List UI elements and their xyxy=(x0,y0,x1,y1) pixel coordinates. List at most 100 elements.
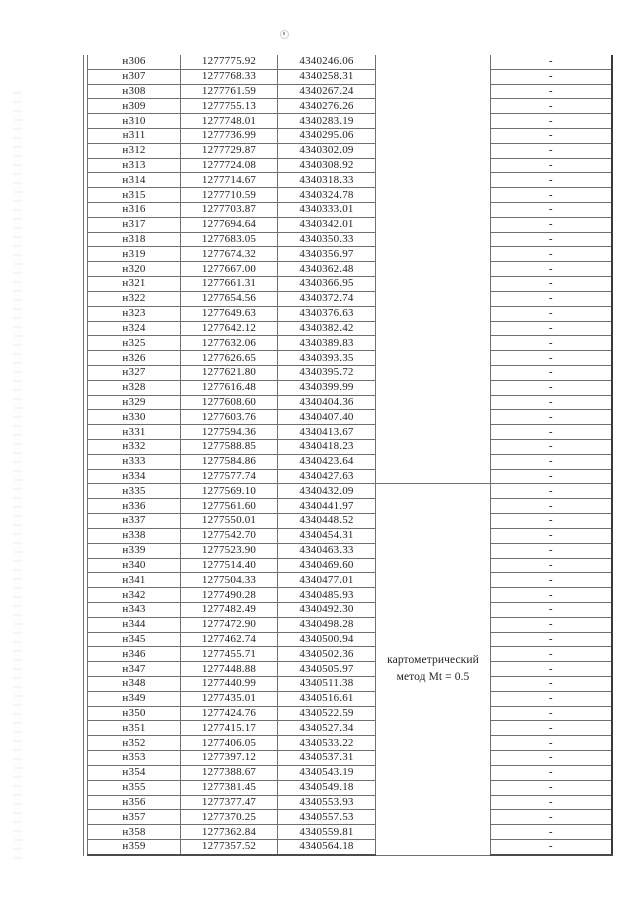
table-row: н326 1277626.65 4340393.35 - xyxy=(87,350,613,366)
point-number-cell: н317 xyxy=(87,216,181,233)
note-cell: - xyxy=(490,364,613,381)
x-coordinate-cell: 1277490.28 xyxy=(180,587,278,603)
table-row: н314 1277714.67 4340318.33 - xyxy=(87,172,613,189)
table-row: н306 1277775.92 4340246.06 - xyxy=(87,55,613,485)
y-coordinate-cell: 4340372.74 xyxy=(277,290,376,307)
note-cell: - xyxy=(490,572,613,589)
point-number-cell: н343 xyxy=(87,601,181,618)
x-coordinate-cell: 1277440.99 xyxy=(180,676,278,692)
note-cell: - xyxy=(490,794,613,811)
note-cell: - xyxy=(490,720,613,737)
table-row: н353 1277397.12 4340537.31 - xyxy=(87,750,613,766)
point-number-cell: н306 xyxy=(87,55,181,70)
x-coordinate-cell: 1277661.31 xyxy=(180,276,278,292)
x-coordinate-cell: 1277608.60 xyxy=(180,394,278,411)
point-number-cell: н308 xyxy=(87,83,181,100)
point-number-cell: н327 xyxy=(87,364,181,381)
note-cell: - xyxy=(490,157,613,174)
note-cell: - xyxy=(490,276,613,292)
table-row: н335 1277569.10 4340432.09 картометрический… xyxy=(87,483,613,856)
x-coordinate-cell: 1277714.67 xyxy=(180,172,278,189)
y-coordinate-cell: 4340559.81 xyxy=(277,824,376,840)
y-coordinate-cell: 4340283.19 xyxy=(277,113,376,129)
table-row: н333 1277584.86 4340423.64 - xyxy=(87,453,613,470)
y-coordinate-cell: 4340366.95 xyxy=(277,276,376,292)
table-row: н323 1277649.63 4340376.63 - xyxy=(87,305,613,322)
table-row: н351 1277415.17 4340527.34 - xyxy=(87,720,613,737)
point-number-cell: н322 xyxy=(87,290,181,307)
y-coordinate-cell: 4340511.38 xyxy=(277,676,376,692)
point-number-cell: н341 xyxy=(87,572,181,589)
point-number-cell: н330 xyxy=(87,409,181,426)
x-coordinate-cell: 1277523.90 xyxy=(180,542,278,559)
left-margin-scan-artifact xyxy=(13,92,22,860)
point-number-cell: н321 xyxy=(87,276,181,292)
note-cell: - xyxy=(490,216,613,233)
y-coordinate-cell: 4340356.97 xyxy=(277,246,376,263)
note-cell: - xyxy=(490,527,613,544)
x-coordinate-cell: 1277703.87 xyxy=(180,202,278,218)
x-coordinate-cell: 1277588.85 xyxy=(180,439,278,455)
note-cell: - xyxy=(490,809,613,826)
y-coordinate-cell: 4340454.31 xyxy=(277,527,376,544)
point-number-cell: н359 xyxy=(87,838,181,856)
point-number-cell: н310 xyxy=(87,113,181,129)
x-coordinate-cell: 1277584.86 xyxy=(180,453,278,470)
point-number-cell: н353 xyxy=(87,750,181,766)
note-cell: - xyxy=(490,424,613,440)
y-coordinate-cell: 4340302.09 xyxy=(277,142,376,159)
note-cell: - xyxy=(490,83,613,100)
x-coordinate-cell: 1277755.13 xyxy=(180,98,278,115)
table-row: н350 1277424.76 4340522.59 - xyxy=(87,705,613,722)
y-coordinate-cell: 4340393.35 xyxy=(277,350,376,366)
note-cell: - xyxy=(490,735,613,752)
table-row: н344 1277472.90 4340498.28 - xyxy=(87,616,613,633)
y-coordinate-cell: 4340276.26 xyxy=(277,98,376,115)
x-coordinate-cell: 1277768.33 xyxy=(180,68,278,85)
table-row: н330 1277603.76 4340407.40 - xyxy=(87,409,613,426)
note-cell: - xyxy=(490,142,613,159)
point-number-cell: н351 xyxy=(87,720,181,737)
y-coordinate-cell: 4340333.01 xyxy=(277,202,376,218)
y-coordinate-cell: 4340267.24 xyxy=(277,83,376,100)
x-coordinate-cell: 1277632.06 xyxy=(180,335,278,352)
point-number-cell: н346 xyxy=(87,646,181,663)
note-cell: - xyxy=(490,646,613,663)
x-coordinate-cell: 1277626.65 xyxy=(180,350,278,366)
table-row: н324 1277642.12 4340382.42 - xyxy=(87,320,613,337)
x-coordinate-cell: 1277397.12 xyxy=(180,750,278,766)
y-coordinate-cell: 4340553.93 xyxy=(277,794,376,811)
point-number-cell: н354 xyxy=(87,764,181,781)
table-row: н317 1277694.64 4340342.01 - xyxy=(87,216,613,233)
note-cell: - xyxy=(490,779,613,796)
note-cell: - xyxy=(490,601,613,618)
note-cell: - xyxy=(490,676,613,692)
point-number-cell: н347 xyxy=(87,661,181,677)
y-coordinate-cell: 4340492.30 xyxy=(277,601,376,618)
x-coordinate-cell: 1277424.76 xyxy=(180,705,278,722)
y-coordinate-cell: 4340295.06 xyxy=(277,127,376,144)
y-coordinate-cell: 4340418.23 xyxy=(277,439,376,455)
y-coordinate-cell: 4340318.33 xyxy=(277,172,376,189)
y-coordinate-cell: 4340407.40 xyxy=(277,409,376,426)
x-coordinate-cell: 1277362.84 xyxy=(180,824,278,840)
table-row: н355 1277381.45 4340549.18 - xyxy=(87,779,613,796)
note-cell: - xyxy=(490,705,613,722)
note-cell: - xyxy=(490,246,613,263)
note-cell: - xyxy=(490,335,613,352)
note-cell: - xyxy=(490,55,613,70)
point-number-cell: н320 xyxy=(87,261,181,278)
note-cell: - xyxy=(490,542,613,559)
point-number-cell: н345 xyxy=(87,631,181,648)
table-row: н307 1277768.33 4340258.31 - xyxy=(87,68,613,85)
x-coordinate-cell: 1277761.59 xyxy=(180,83,278,100)
table-row: н313 1277724.08 4340308.92 - xyxy=(87,157,613,174)
x-coordinate-cell: 1277550.01 xyxy=(180,513,278,529)
table-row: н354 1277388.67 4340543.19 - xyxy=(87,764,613,781)
x-coordinate-cell: 1277594.36 xyxy=(180,424,278,440)
note-cell: - xyxy=(490,290,613,307)
y-coordinate-cell: 4340448.52 xyxy=(277,513,376,529)
y-coordinate-cell: 4340382.42 xyxy=(277,320,376,337)
note-cell: - xyxy=(490,113,613,129)
